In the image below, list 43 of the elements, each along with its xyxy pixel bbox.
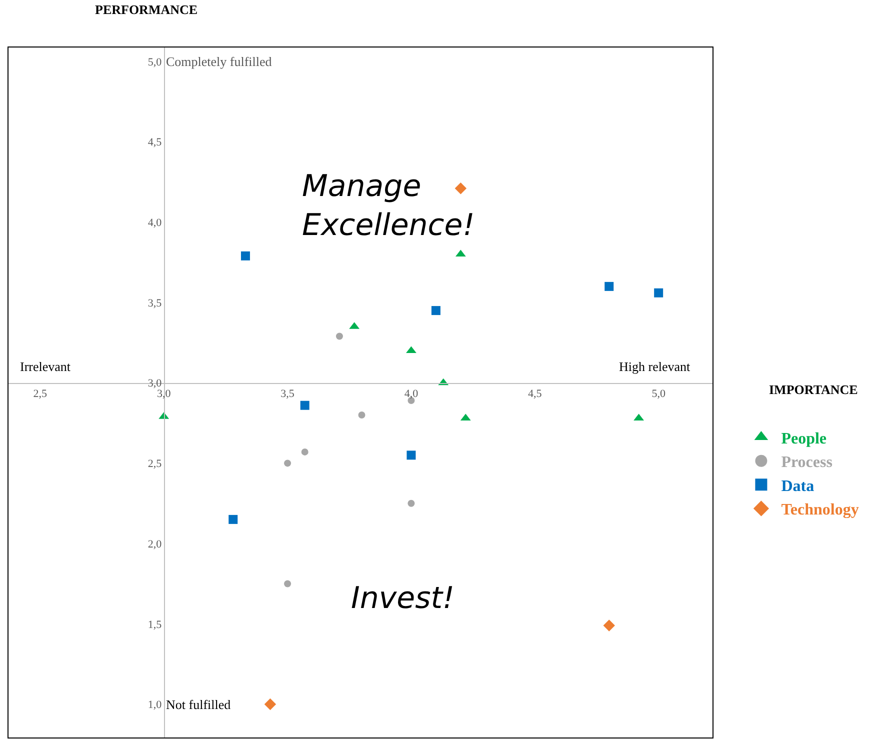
point	[228, 514, 238, 524]
y-tick-label: 5,0	[148, 56, 162, 68]
point	[336, 332, 343, 340]
annotation: Manage Excellence!	[302, 169, 475, 243]
point	[240, 251, 250, 260]
legend-label: Data	[781, 478, 814, 495]
annotation: Completely fulfilled	[166, 54, 272, 69]
point	[300, 400, 310, 410]
y-tick-label: 1,5	[148, 618, 162, 631]
point	[284, 580, 292, 588]
point	[358, 412, 366, 418]
point	[406, 450, 416, 460]
point	[604, 282, 614, 291]
point	[654, 288, 664, 298]
x-tick-label: 2,5	[33, 388, 48, 400]
point	[603, 620, 615, 632]
x-tick-label: 3,0	[156, 388, 172, 400]
annotation: High relevant	[619, 359, 690, 374]
legend-label: People	[781, 430, 827, 448]
point	[301, 448, 308, 456]
y-tick-label: 4,0	[148, 217, 162, 230]
y-tick-label: 4,5	[148, 136, 162, 149]
y-tick-label: 3,0	[148, 378, 162, 390]
x-tick-label: 4,5	[528, 388, 542, 400]
y-tick-label: 2,5	[148, 458, 162, 470]
legend-label: Process	[781, 454, 832, 472]
annotation: Irrelevant	[20, 359, 71, 374]
point	[431, 306, 440, 316]
y-tick-label: 2,0	[148, 538, 162, 550]
y-tick-label: 1,0	[148, 699, 162, 712]
y-tick-label: 3,5	[148, 297, 162, 310]
annotation: Invest!	[351, 581, 454, 616]
annotation: Not fulfilled	[166, 697, 232, 712]
y-axis-title: PERFORMANCE	[95, 2, 198, 17]
x-tick-label: 4,0	[404, 388, 419, 400]
point	[454, 182, 467, 194]
x-tick-label: 5,0	[652, 388, 666, 400]
point	[284, 460, 292, 467]
x-tick-label: 3,5	[280, 388, 295, 400]
legend-label: Technology	[781, 502, 859, 519]
point	[408, 500, 415, 507]
x-axis-title: IMPORTANCE	[769, 382, 858, 397]
point	[264, 698, 276, 710]
